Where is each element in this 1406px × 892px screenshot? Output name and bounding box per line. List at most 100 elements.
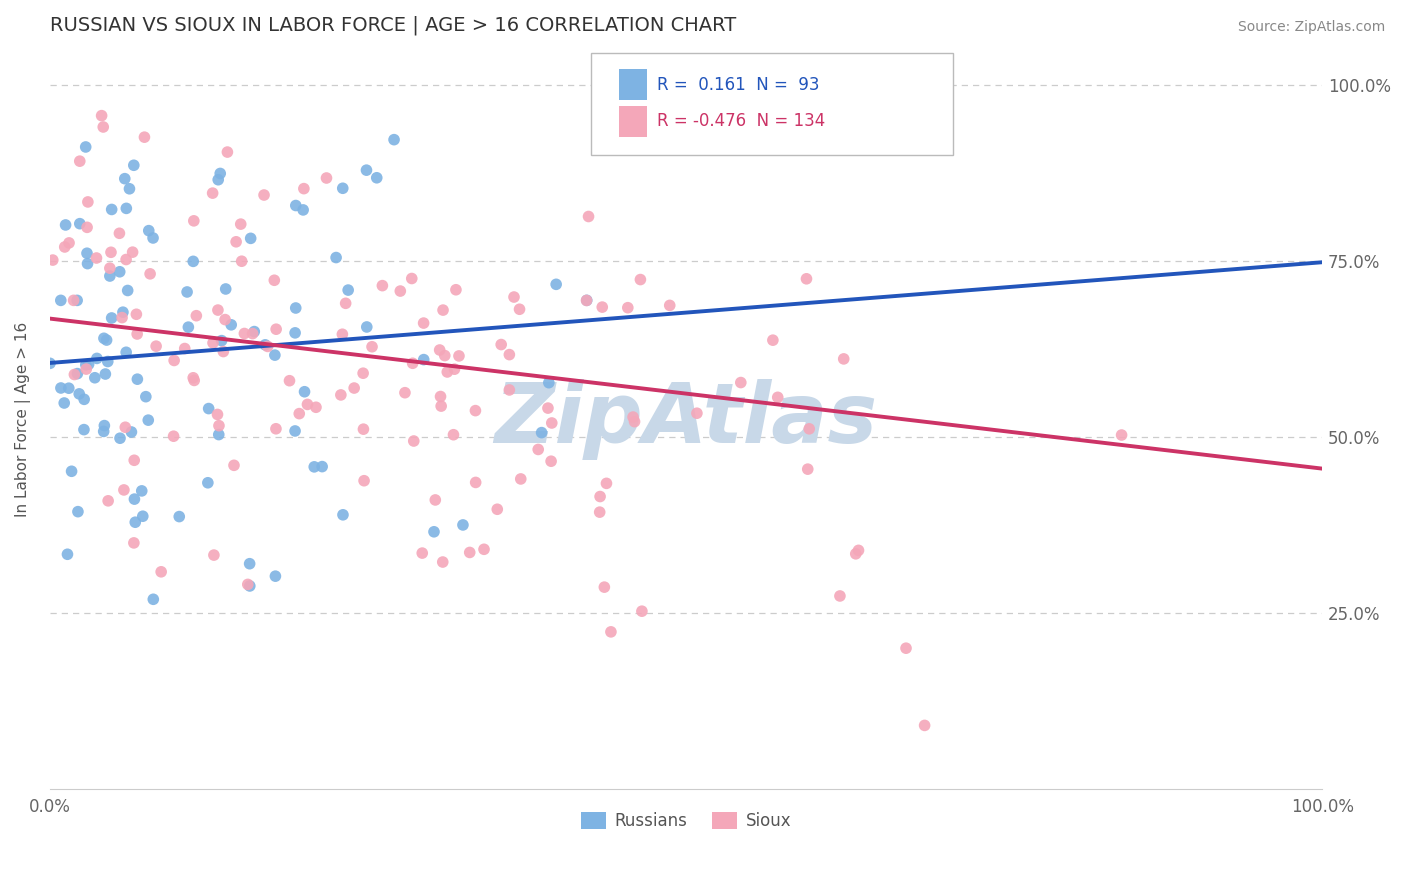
Point (527, 442, 550, 457)
Point (142, 231, 165, 245)
Point (451, 518, 474, 533)
Point (96, 333, 118, 347)
Point (134, 130, 156, 145)
Point (49, 381, 72, 395)
Point (167, 509, 190, 524)
Point (600, 624, 623, 639)
Point (337, 283, 360, 297)
Point (498, 383, 520, 397)
Point (394, 385, 416, 400)
Point (97, 354, 120, 368)
Point (135, 390, 157, 404)
Point (114, 171, 136, 186)
Point (58, 381, 80, 395)
Point (486, 502, 509, 516)
Point (115, 202, 138, 216)
Point (686, 406, 709, 420)
Point (423, 524, 446, 539)
Point (353, 474, 375, 488)
Point (145, 339, 167, 353)
Point (201, 186, 224, 201)
Point (91, 120, 114, 134)
Point (98, 268, 121, 283)
Point (537, 401, 560, 416)
Point (100, 310, 122, 325)
Point (197, 475, 219, 490)
Point (90, 109, 112, 123)
Point (356, 320, 378, 334)
Point (75, 140, 97, 154)
Point (219, 318, 242, 332)
Point (366, 170, 388, 185)
Point (389, 284, 412, 298)
Point (100, 245, 122, 260)
Point (67, 387, 90, 401)
Point (284, 424, 307, 438)
Point (288, 407, 311, 421)
Bar (619, 105, 647, 136)
Point (447, 349, 470, 363)
Point (766, 390, 789, 404)
Point (75, 362, 97, 376)
Point (236, 577, 259, 591)
Point (443, 427, 465, 442)
Point (202, 335, 225, 350)
Point (111, 305, 134, 319)
Point (231, 254, 253, 268)
Point (209, 166, 232, 180)
Point (371, 278, 394, 293)
Point (73, 423, 96, 437)
Point (623, 415, 645, 429)
FancyBboxPatch shape (591, 54, 953, 155)
Point (111, 310, 134, 325)
Point (658, 298, 681, 312)
Point (436, 365, 458, 379)
Point (382, 133, 405, 147)
Point (264, 569, 287, 583)
Point (121, 245, 143, 260)
Point (183, 214, 205, 228)
Point (93, 331, 115, 345)
Point (432, 555, 454, 569)
Bar (619, 70, 647, 101)
Point (361, 340, 384, 354)
Point (530, 425, 553, 440)
Point (264, 348, 287, 362)
Point (55, 218, 77, 232)
Point (181, 371, 204, 385)
Point (186, 309, 208, 323)
Point (127, 372, 149, 386)
Point (432, 303, 454, 318)
Point (297, 397, 319, 411)
Point (197, 401, 219, 416)
Point (591, 300, 613, 314)
Point (356, 163, 378, 178)
Point (76, 257, 98, 271)
Point (401, 356, 423, 370)
Point (796, 272, 818, 286)
Point (76, 246, 98, 260)
Point (284, 301, 307, 315)
Point (294, 384, 316, 399)
Text: RUSSIAN VS SIOUX IN LABOR FORCE | AGE > 16 CORRELATION CHART: RUSSIAN VS SIOUX IN LABOR FORCE | AGE > … (49, 15, 735, 35)
Point (617, 301, 640, 315)
Point (222, 458, 245, 473)
Point (93, 425, 115, 439)
Point (489, 337, 512, 351)
Point (284, 326, 307, 340)
Point (292, 202, 315, 217)
Point (253, 188, 276, 202)
Point (509, 302, 531, 317)
Point (621, 410, 644, 425)
Point (595, 476, 617, 491)
Point (429, 343, 451, 357)
Point (229, 217, 252, 231)
Point (263, 273, 285, 287)
Point (425, 492, 447, 507)
Point (264, 322, 287, 336)
Point (173, 342, 195, 356)
Point (118, 182, 141, 196)
Point (1111, 428, 1133, 442)
Point (131, 483, 153, 498)
Point (762, 333, 785, 347)
